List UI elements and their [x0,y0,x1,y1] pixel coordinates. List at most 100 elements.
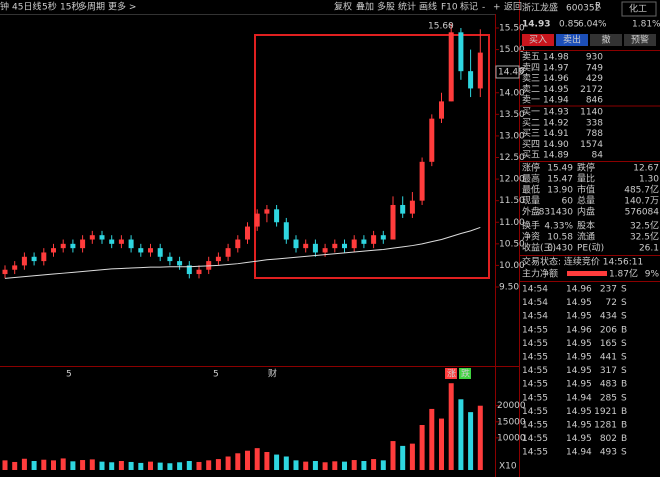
trade-volume: 493 [600,448,617,458]
toolbar-item[interactable]: 画线 [419,1,437,13]
toolbar-item[interactable]: 多周期 [78,1,105,13]
trade-time: 14:55 [522,407,548,417]
y-tick-label: 10000 [497,433,526,443]
candle-body [409,200,415,214]
book-label: 买二 [522,117,540,128]
toolbar-item[interactable]: - [482,3,485,13]
sector-pct: 1.81% [632,20,660,30]
button-label[interactable]: 撤 [601,34,610,46]
y-tick-label: 10.50 [499,239,525,249]
volume-bar [245,450,250,470]
toolbar-item[interactable]: 45日线 [12,1,41,13]
stock-name: 浙江龙盛 [522,2,558,14]
trade-time: 14:55 [522,353,548,363]
y-tick-label: 20000 [497,401,526,411]
volume-bar [70,461,76,470]
stat-label: 最低 [522,184,540,196]
book-label: 卖二 [522,84,540,95]
volume-bar [312,461,318,470]
toolbar-item[interactable]: 标记 [460,1,478,13]
book-label: 买四 [522,139,540,150]
button[interactable] [522,34,554,46]
toolbar-item[interactable]: 叠加 [356,2,374,13]
candle-body [31,256,37,262]
volume-unit: X10 [499,462,517,472]
trade-price: 14.94 [566,393,592,403]
moving-average [4,226,481,279]
volume-bar [439,418,444,470]
book-volume: 930 [586,53,603,63]
volume-bar [118,461,124,470]
candle-body [186,265,192,275]
sector-box [621,1,657,17]
toolbar-item[interactable]: 5秒 [42,1,57,13]
trade-price: 14.95 [566,421,592,431]
book-label: 卖一 [522,95,540,106]
stat-label: 收益(三) [522,242,556,254]
trade-volume: 165 [600,339,617,349]
stat-label: 外盘 [522,206,540,218]
candle-body [12,265,18,270]
marker-bg [445,368,457,379]
button[interactable] [624,34,656,46]
trade-volume: 802 [600,434,617,444]
trade-time: 14:55 [522,339,548,349]
volume-bar [225,456,231,470]
candle-body [274,209,280,223]
toolbar-item[interactable]: 更多 > [108,1,136,13]
button[interactable] [556,34,588,46]
volume-bar [138,462,144,470]
volume-bar [206,460,212,470]
stat-value: 0.430 [547,244,573,254]
volume-bar [21,458,27,470]
toolbar-item[interactable]: 15秒 [60,1,80,13]
button-label[interactable]: 预警 [631,34,649,46]
stat-label: 内盘 [577,206,595,218]
toolbar-item[interactable]: + [493,3,501,13]
toolbar-item[interactable]: 统计 [398,1,416,13]
event-marker: 跌 [461,369,470,380]
flow-label: 主力净额 [522,268,558,280]
book-volume: 338 [586,118,603,128]
candle-body [109,239,115,244]
book-volume: 1140 [580,108,603,118]
event-marker: 5 [66,370,72,380]
toolbar-item[interactable]: 复权 [334,1,352,13]
trade-volume: 237 [600,285,617,295]
y-tick-label: 14.00 [499,88,525,98]
volume-bar [419,425,425,470]
stat-value: 1.30 [639,175,659,185]
trade-side: S [621,393,627,403]
button[interactable] [590,34,622,46]
toolbar-item[interactable]: 多股 [377,1,395,13]
book-volume: 1574 [580,140,603,150]
trade-price: 14.95 [566,380,592,390]
trade-volume: 483 [600,380,617,390]
marker-bg [459,368,471,379]
button-label[interactable]: 卖出 [563,34,581,46]
button-label[interactable]: 买入 [529,35,547,46]
candle-body [400,204,406,214]
trade-volume: 441 [600,353,617,363]
stat-value: 60 [562,197,574,207]
volume-bar [157,462,163,470]
stat-value: 4.33% [544,222,573,232]
trade-side: S [621,298,627,308]
toolbar-item[interactable]: F10 [441,3,458,13]
candle-body [225,248,231,257]
book-label: 买三 [522,128,540,139]
volume-bar [303,461,309,470]
trade-time: 14:55 [522,434,548,444]
trade-side: B [621,434,627,444]
stat-value: 32.5亿 [630,231,659,243]
trade-price: 14.94 [566,448,592,458]
candle-body [419,161,425,201]
toolbar-item[interactable]: 钟 [0,1,9,13]
book-price: 14.95 [543,85,569,95]
trade-side: B [621,421,627,431]
toolbar-item[interactable]: 返回 [504,1,522,13]
stat-value: 576084 [625,208,660,218]
volume-bar [177,462,183,470]
